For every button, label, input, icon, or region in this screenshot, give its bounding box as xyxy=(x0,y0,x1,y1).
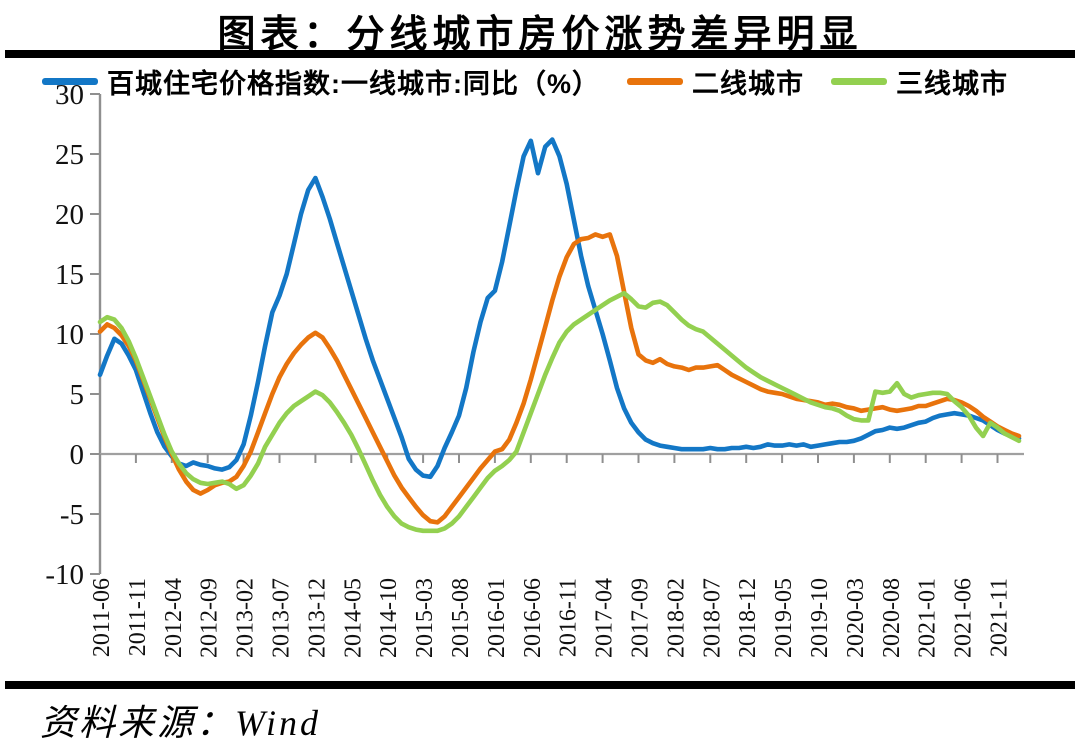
bottom-divider-rule xyxy=(5,681,1075,689)
x-tick-label: 2016-01 xyxy=(484,578,510,658)
x-tick-label: 2017-04 xyxy=(592,578,618,658)
x-tick-label: 2018-12 xyxy=(735,578,761,658)
legend-label-tier2: 二线城市 xyxy=(692,68,804,99)
y-tick-label: 0 xyxy=(70,439,85,471)
y-tick-label: -5 xyxy=(60,499,84,531)
x-tick-label: 2015-08 xyxy=(448,578,474,658)
series-line-tier3 xyxy=(97,290,1022,534)
legend-item-tier3: 三线城市 xyxy=(831,62,1008,101)
x-tick-label: 2013-07 xyxy=(269,578,295,658)
x-tick-label: 2019-10 xyxy=(807,578,833,658)
x-tick-label: 2015-03 xyxy=(412,578,438,658)
series-line-tier2 xyxy=(97,232,1022,525)
y-tick-label: 25 xyxy=(55,139,84,171)
x-tick-label: 2016-11 xyxy=(556,578,582,657)
x-tick-label: 2012-09 xyxy=(197,578,223,658)
tier1-line-swatch-icon xyxy=(42,77,98,85)
x-tick-label: 2011-06 xyxy=(89,578,115,657)
source-note: 资料来源：Wind xyxy=(40,703,322,743)
x-tick-label: 2013-12 xyxy=(304,578,330,658)
x-tick-label: 2020-08 xyxy=(879,578,905,658)
x-tick-label: 2021-01 xyxy=(915,578,941,658)
x-tick-label: 2013-02 xyxy=(233,578,259,658)
x-tick-label: 2014-05 xyxy=(340,578,366,658)
x-tick-label: 2011-11 xyxy=(125,578,151,656)
legend-item-tier2: 二线城市 xyxy=(627,62,804,101)
x-tick-label: 2021-11 xyxy=(987,578,1013,657)
y-tick-label: 15 xyxy=(55,259,84,291)
x-tick-label: 2016-06 xyxy=(520,578,546,658)
chart-title: 图表：分线城市房价涨势差异明显 xyxy=(217,14,863,56)
tier3-line-swatch-icon xyxy=(831,77,887,85)
x-tick-label: 2020-03 xyxy=(843,578,869,658)
x-tick-label: 2019-05 xyxy=(771,578,797,658)
y-tick-label: -10 xyxy=(45,559,84,591)
x-tick-label: 2018-02 xyxy=(663,578,689,658)
series-line-tier1 xyxy=(97,137,1022,480)
y-tick-label: 20 xyxy=(55,199,84,231)
legend: 百城住宅价格指数:一线城市:同比（%） 二线城市 三线城市 xyxy=(42,62,1070,101)
legend-label-tier3: 三线城市 xyxy=(896,68,1008,99)
x-tick-label: 2017-09 xyxy=(628,578,654,658)
legend-label-tier1: 百城住宅价格指数:一线城市:同比（%） xyxy=(107,68,600,99)
legend-item-tier1: 百城住宅价格指数:一线城市:同比（%） xyxy=(42,62,600,101)
x-tick-label: 2021-06 xyxy=(951,578,977,658)
x-tick-label: 2014-10 xyxy=(376,578,402,658)
y-tick-label: 5 xyxy=(70,379,85,411)
y-tick-label: 10 xyxy=(55,319,84,351)
top-divider-rule xyxy=(5,50,1075,58)
x-tick-label: 2012-04 xyxy=(161,578,187,658)
tier2-line-swatch-icon xyxy=(627,77,683,85)
x-tick-label: 2018-07 xyxy=(699,578,725,658)
